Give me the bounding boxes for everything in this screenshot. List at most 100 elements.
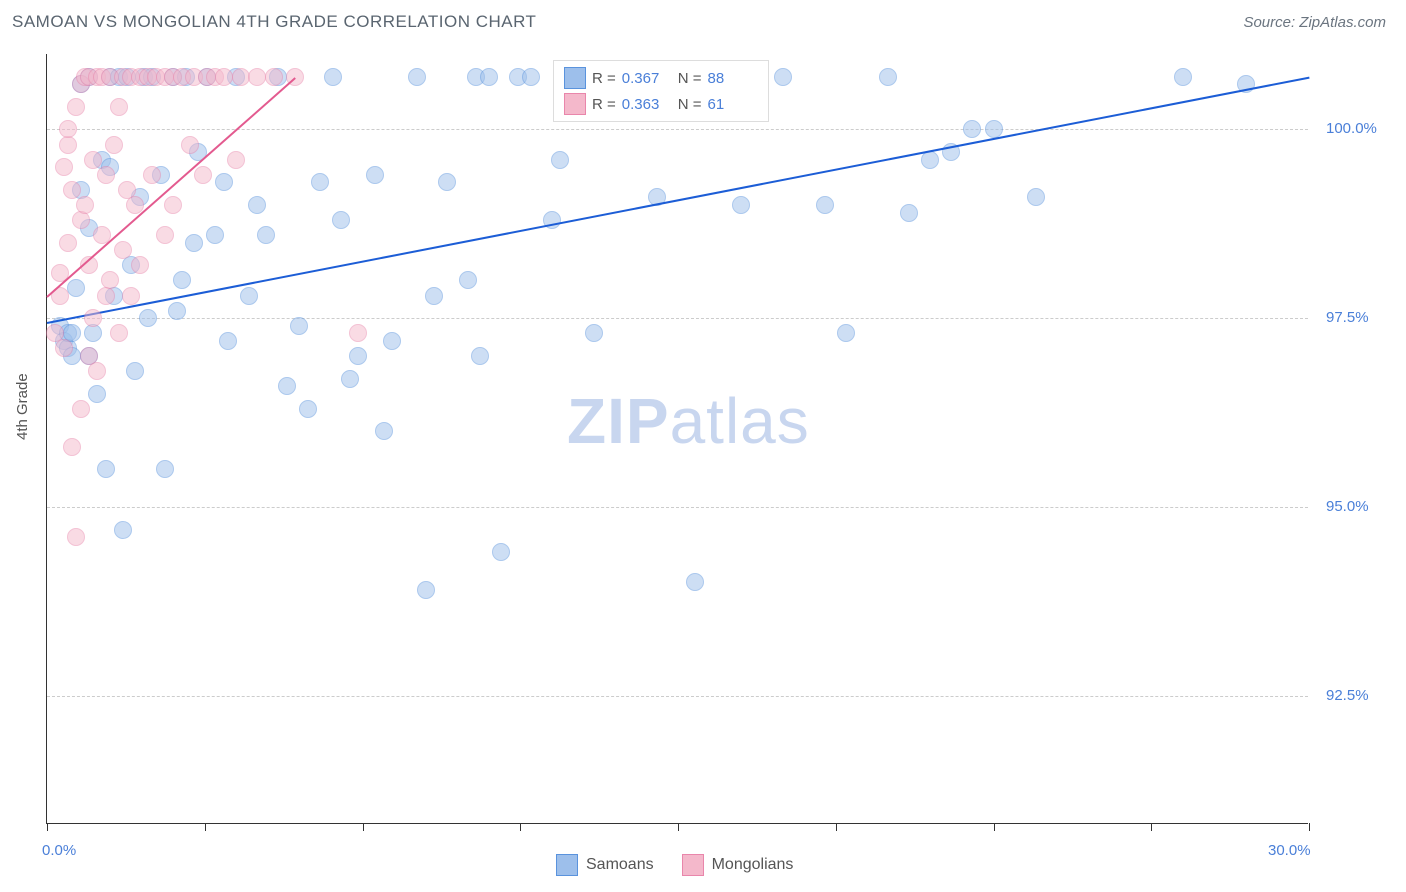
data-point — [105, 136, 123, 154]
data-point — [63, 181, 81, 199]
data-point — [72, 211, 90, 229]
data-point — [265, 68, 283, 86]
data-point — [88, 385, 106, 403]
data-point — [114, 241, 132, 259]
legend-swatch — [556, 854, 578, 876]
data-point — [311, 173, 329, 191]
y-tick-label: 100.0% — [1326, 120, 1377, 137]
data-point — [131, 256, 149, 274]
data-point — [219, 332, 237, 350]
data-point — [67, 528, 85, 546]
data-point — [551, 151, 569, 169]
data-point — [88, 362, 106, 380]
data-point — [366, 166, 384, 184]
data-point — [732, 196, 750, 214]
r-value: 0.363 — [622, 96, 672, 113]
data-point — [143, 166, 161, 184]
data-point — [417, 581, 435, 599]
x-tick — [520, 823, 521, 831]
n-label: N = — [678, 70, 702, 87]
y-axis-label: 4th Grade — [14, 373, 31, 440]
data-point — [181, 136, 199, 154]
data-point — [84, 151, 102, 169]
legend-label: Samoans — [586, 856, 654, 874]
data-point — [900, 204, 918, 222]
data-point — [97, 287, 115, 305]
scatter-plot: ZIPatlas — [46, 54, 1308, 824]
legend-item: Samoans — [556, 854, 654, 876]
y-tick-label: 97.5% — [1326, 309, 1369, 326]
data-point — [67, 98, 85, 116]
r-value: 0.367 — [622, 70, 672, 87]
data-point — [278, 377, 296, 395]
data-point — [471, 347, 489, 365]
data-point — [248, 68, 266, 86]
legend-swatch — [564, 93, 586, 115]
x-tick — [205, 823, 206, 831]
data-point — [164, 196, 182, 214]
data-point — [816, 196, 834, 214]
data-point — [173, 271, 191, 289]
data-point — [324, 68, 342, 86]
data-point — [76, 196, 94, 214]
data-point — [227, 151, 245, 169]
data-point — [459, 271, 477, 289]
x-tick — [363, 823, 364, 831]
data-point — [84, 309, 102, 327]
data-point — [139, 309, 157, 327]
x-tick — [678, 823, 679, 831]
data-point — [522, 68, 540, 86]
data-point — [156, 460, 174, 478]
x-tick — [47, 823, 48, 831]
x-tick-label: 30.0% — [1268, 842, 1311, 859]
data-point — [232, 68, 250, 86]
data-point — [156, 226, 174, 244]
data-point — [55, 339, 73, 357]
watermark: ZIPatlas — [567, 384, 810, 458]
data-point — [408, 68, 426, 86]
r-label: R = — [592, 96, 616, 113]
data-point — [97, 460, 115, 478]
data-point — [349, 324, 367, 342]
gridline — [47, 507, 1308, 508]
n-label: N = — [678, 96, 702, 113]
series-legend: SamoansMongolians — [556, 854, 793, 876]
data-point — [59, 234, 77, 252]
data-point — [126, 362, 144, 380]
data-point — [963, 120, 981, 138]
y-tick-label: 95.0% — [1326, 498, 1369, 515]
data-point — [879, 68, 897, 86]
data-point — [59, 120, 77, 138]
data-point — [110, 324, 128, 342]
data-point — [240, 287, 258, 305]
gridline — [47, 696, 1308, 697]
data-point — [55, 158, 73, 176]
data-point — [215, 173, 233, 191]
y-tick-label: 92.5% — [1326, 687, 1369, 704]
data-point — [290, 317, 308, 335]
x-tick — [994, 823, 995, 831]
data-point — [837, 324, 855, 342]
data-point — [110, 98, 128, 116]
data-point — [585, 324, 603, 342]
data-point — [332, 211, 350, 229]
x-tick — [1309, 823, 1310, 831]
data-point — [375, 422, 393, 440]
legend-swatch — [682, 854, 704, 876]
x-tick — [1151, 823, 1152, 831]
data-point — [97, 166, 115, 184]
n-value: 61 — [708, 96, 758, 113]
data-point — [206, 226, 224, 244]
legend-swatch — [564, 67, 586, 89]
n-value: 88 — [708, 70, 758, 87]
x-tick-label: 0.0% — [42, 842, 76, 859]
data-point — [480, 68, 498, 86]
legend-row: R = 0.367 N = 88 — [564, 65, 758, 91]
data-point — [114, 521, 132, 539]
data-point — [248, 196, 266, 214]
data-point — [425, 287, 443, 305]
data-point — [72, 400, 90, 418]
r-label: R = — [592, 70, 616, 87]
data-point — [215, 68, 233, 86]
data-point — [341, 370, 359, 388]
